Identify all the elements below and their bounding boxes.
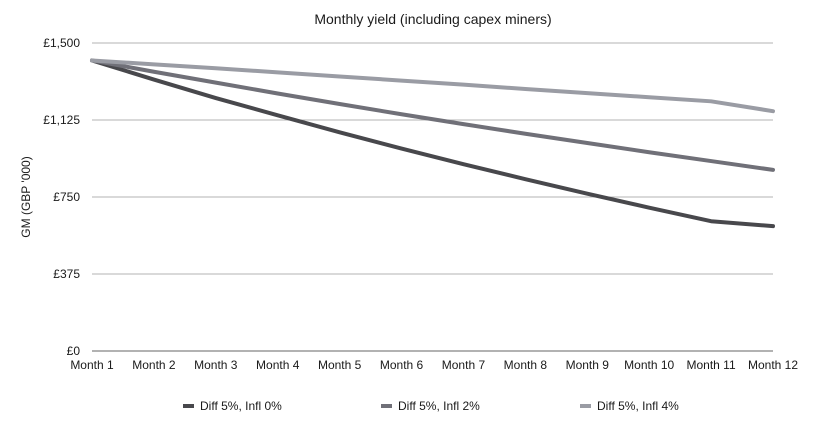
x-tick-label: Month 4 xyxy=(256,358,300,372)
x-tick-label: Month 8 xyxy=(504,358,548,372)
y-tick-label: £375 xyxy=(53,267,80,281)
x-tick-label: Month 11 xyxy=(687,358,736,372)
chart-title: Monthly yield (including capex miners) xyxy=(314,11,551,27)
y-axis-ticks: £0 £375 £750 £1,125 £1,500 xyxy=(43,36,80,358)
series-line-1 xyxy=(90,58,775,229)
x-tick-label: Month 3 xyxy=(194,358,238,372)
y-axis-label: GM (GBP '000) xyxy=(19,156,33,237)
y-tick-label: £750 xyxy=(53,190,80,204)
x-tick-label: Month 5 xyxy=(318,358,362,372)
x-tick-label: Month 2 xyxy=(132,358,176,372)
x-tick-label: Month 10 xyxy=(624,358,674,372)
series-lines xyxy=(90,58,775,229)
series-line-3 xyxy=(90,58,775,114)
x-tick-label: Month 12 xyxy=(748,358,798,372)
y-tick-label: £1,125 xyxy=(43,113,80,127)
x-tick-label: Month 9 xyxy=(566,358,610,372)
legend-label: Diff 5%, Infl 0% xyxy=(200,399,282,413)
x-tick-label: Month 6 xyxy=(380,358,424,372)
x-tick-label: Month 7 xyxy=(442,358,486,372)
y-tick-label: £1,500 xyxy=(43,36,80,50)
legend-label: Diff 5%, Infl 4% xyxy=(597,399,679,413)
gridlines xyxy=(92,42,773,352)
legend-label: Diff 5%, Infl 2% xyxy=(398,399,480,413)
y-tick-label: £0 xyxy=(67,344,81,358)
legend: Diff 5%, Infl 0% Diff 5%, Infl 2% Diff 5%,… xyxy=(183,399,679,413)
x-axis-ticks: Month 1 Month 2 Month 3 Month 4 Month 5 Month… xyxy=(70,358,798,372)
x-tick-label: Month 1 xyxy=(70,358,114,372)
series-line-2 xyxy=(90,58,775,172)
